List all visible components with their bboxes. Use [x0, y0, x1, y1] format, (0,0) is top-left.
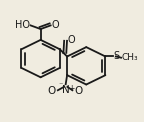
- Text: ⁻: ⁻: [58, 80, 62, 89]
- Text: +: +: [68, 84, 75, 93]
- Text: O: O: [74, 86, 82, 97]
- Text: CH₃: CH₃: [122, 53, 138, 62]
- Text: HO: HO: [15, 20, 30, 30]
- Text: O: O: [68, 35, 75, 45]
- Text: S: S: [114, 51, 120, 61]
- Text: O: O: [48, 86, 56, 97]
- Text: O: O: [51, 20, 59, 30]
- Text: N: N: [62, 85, 70, 95]
